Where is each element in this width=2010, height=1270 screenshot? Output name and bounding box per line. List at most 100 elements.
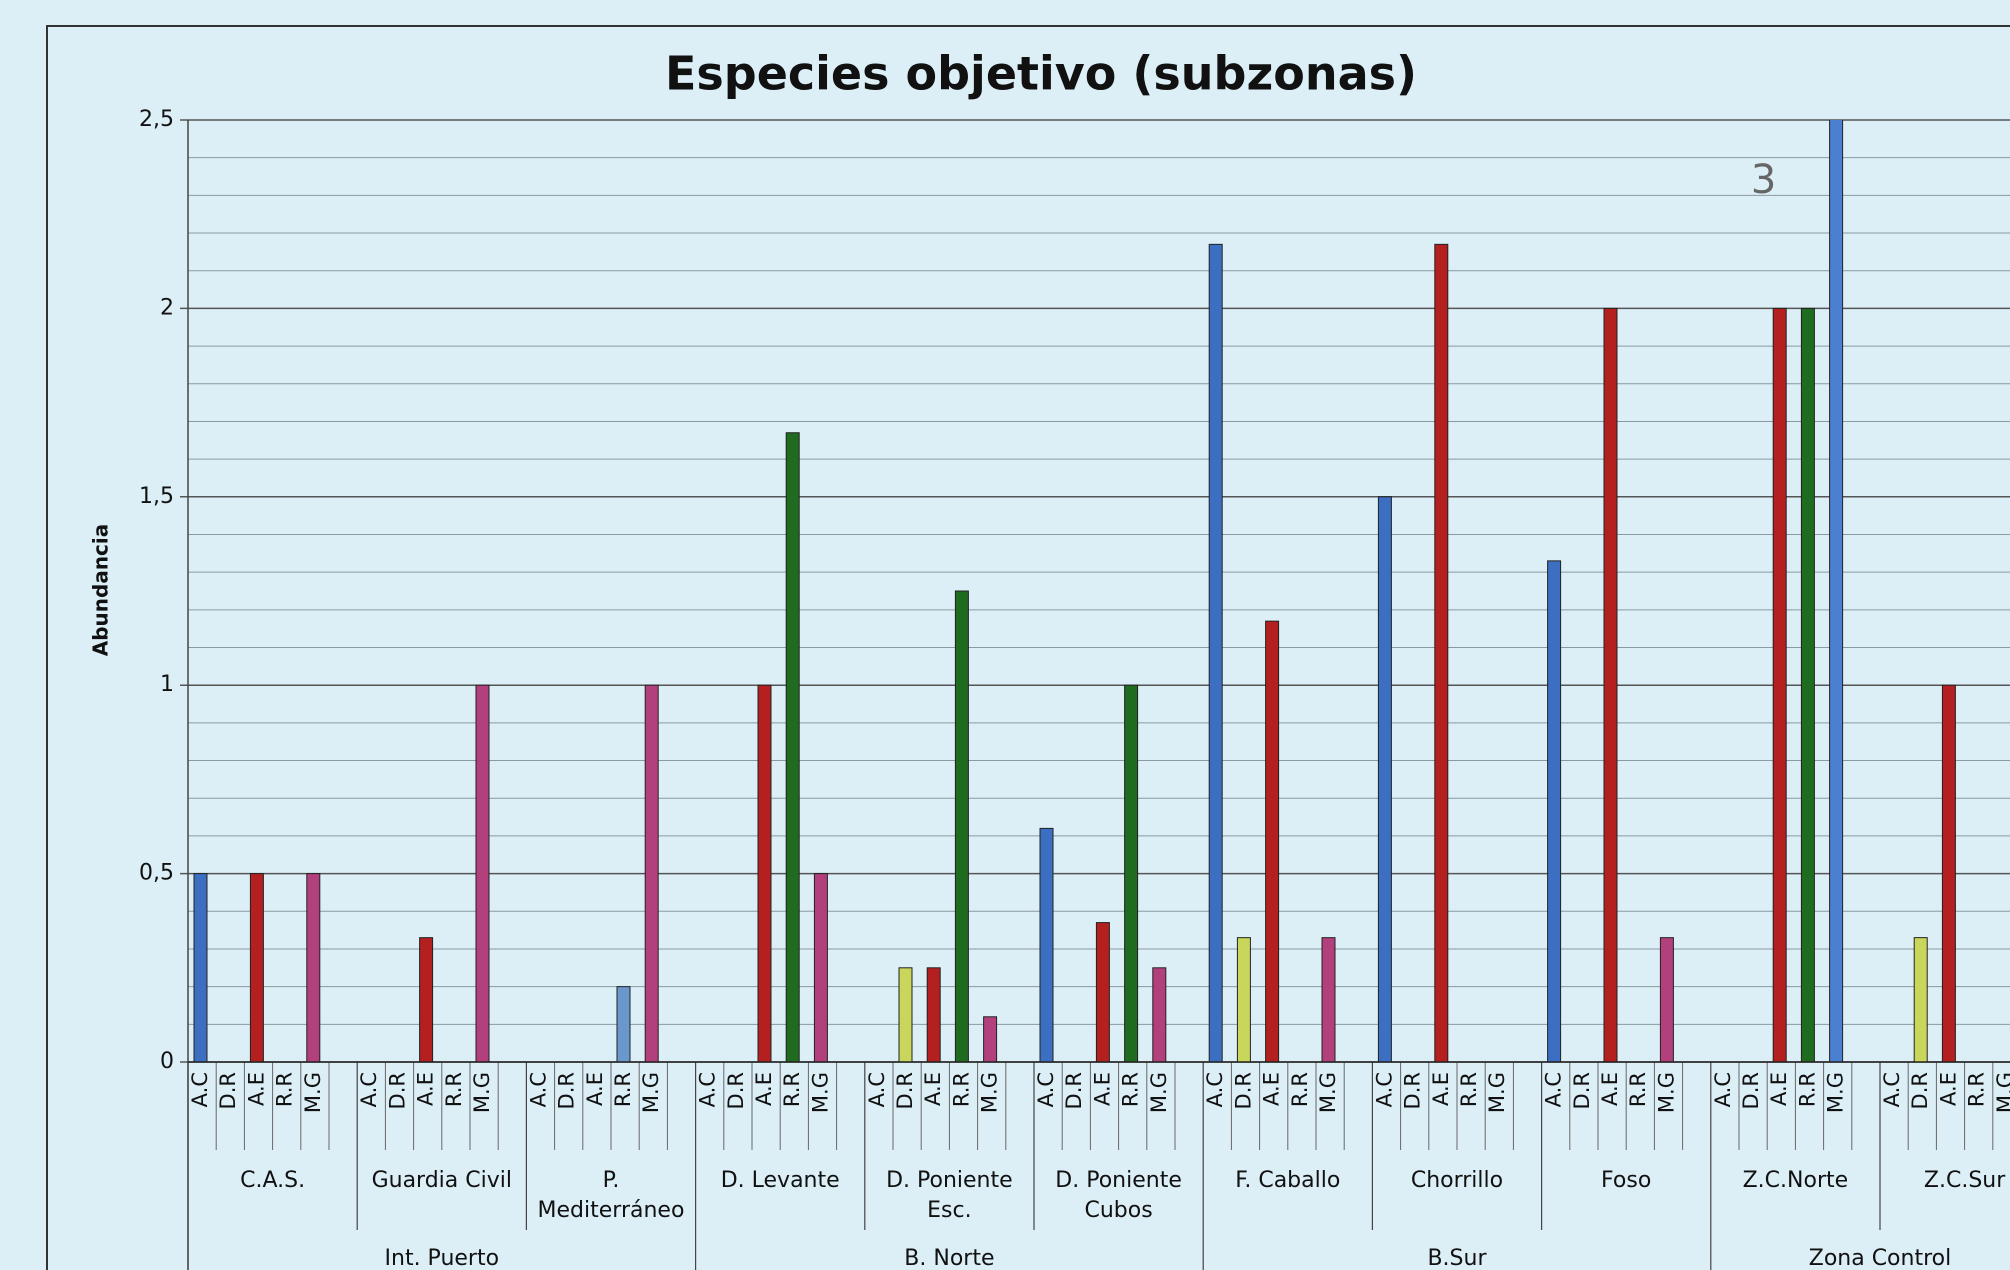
group-label: Zona Control bbox=[1808, 1246, 1952, 1270]
bar bbox=[419, 937, 434, 1062]
bar bbox=[785, 432, 800, 1062]
species-label: A.C bbox=[1880, 1072, 1904, 1107]
species-label: M.G bbox=[301, 1072, 325, 1113]
species-label: R.R bbox=[780, 1072, 804, 1107]
species-label: R.R bbox=[1965, 1072, 1989, 1107]
bar bbox=[1208, 243, 1223, 1062]
bar bbox=[983, 1016, 998, 1062]
y-tick-label: 1 bbox=[160, 672, 174, 697]
species-label: A.E bbox=[752, 1072, 776, 1106]
species-label: M.G bbox=[808, 1072, 832, 1113]
y-tick-label: 1,5 bbox=[139, 484, 174, 509]
species-label: A.E bbox=[1767, 1072, 1791, 1106]
species-label: A.C bbox=[1542, 1072, 1566, 1107]
bar bbox=[475, 684, 490, 1062]
species-label: R.R bbox=[1457, 1072, 1481, 1107]
species-label: M.G bbox=[470, 1072, 494, 1113]
species-label: A.E bbox=[1429, 1072, 1453, 1106]
bar bbox=[1434, 243, 1449, 1062]
species-label: A.C bbox=[526, 1072, 550, 1107]
category-label: D. Levante bbox=[720, 1168, 840, 1193]
species-label: M.G bbox=[1824, 1072, 1848, 1113]
group-label: Int. Puerto bbox=[384, 1246, 500, 1270]
species-label: A.C bbox=[1372, 1072, 1396, 1107]
species-label: D.R bbox=[1908, 1072, 1932, 1109]
species-label: M.G bbox=[639, 1072, 663, 1113]
bar bbox=[1603, 307, 1618, 1062]
y-axis-label: Abundancia bbox=[89, 524, 113, 657]
plot-area bbox=[193, 120, 1956, 1062]
y-tick-label: 0 bbox=[160, 1049, 174, 1074]
species-label: A.E bbox=[414, 1072, 438, 1106]
species-label: R.R bbox=[273, 1072, 297, 1107]
species-label: R.R bbox=[1288, 1072, 1312, 1107]
bar bbox=[1941, 684, 1956, 1062]
species-label: D.R bbox=[1739, 1072, 1763, 1109]
bar bbox=[813, 873, 828, 1062]
species-label: A.E bbox=[1936, 1072, 1960, 1106]
bar bbox=[1265, 620, 1280, 1062]
species-label: D.R bbox=[893, 1072, 917, 1109]
category-label: F. Caballo bbox=[1235, 1168, 1341, 1193]
bar bbox=[193, 873, 208, 1062]
species-label: D.R bbox=[1401, 1072, 1425, 1109]
bar bbox=[249, 873, 264, 1062]
category-label: Z.C.Norte bbox=[1742, 1168, 1849, 1193]
bar bbox=[1152, 967, 1167, 1062]
species-label: R.R bbox=[949, 1072, 973, 1107]
species-label: A.E bbox=[1260, 1072, 1284, 1106]
species-label: A.C bbox=[1203, 1072, 1227, 1107]
species-label: M.G bbox=[1147, 1072, 1171, 1113]
group-label: B. Norte bbox=[904, 1246, 995, 1270]
species-label: A.E bbox=[1598, 1072, 1622, 1106]
species-label: A.C bbox=[1711, 1072, 1735, 1107]
species-label: M.G bbox=[978, 1072, 1002, 1113]
value-label: 3 bbox=[1751, 157, 1776, 203]
category-label: Z.C.Sur bbox=[1923, 1168, 2006, 1193]
bar bbox=[644, 684, 659, 1062]
category-label: D. Poniente Esc. bbox=[886, 1168, 1013, 1223]
bar bbox=[757, 684, 772, 1062]
species-label: A.E bbox=[244, 1072, 268, 1106]
species-label: D.R bbox=[1570, 1072, 1594, 1109]
chart-title: Especies objetivo (subzonas) bbox=[665, 47, 1417, 101]
species-label: M.G bbox=[1993, 1072, 2010, 1113]
species-label: D.R bbox=[1062, 1072, 1086, 1109]
y-tick-label: 0,5 bbox=[139, 861, 174, 886]
category-label: Foso bbox=[1601, 1168, 1652, 1193]
bar bbox=[1039, 827, 1054, 1062]
species-label: A.C bbox=[865, 1072, 889, 1107]
bar bbox=[1377, 496, 1392, 1062]
bar bbox=[1913, 937, 1928, 1062]
category-label: Chorrillo bbox=[1410, 1168, 1504, 1193]
group-label: B.Sur bbox=[1427, 1246, 1487, 1270]
species-label: A.C bbox=[188, 1072, 212, 1107]
bar bbox=[926, 967, 941, 1062]
species-label: R.R bbox=[1119, 1072, 1143, 1107]
bar bbox=[1547, 560, 1562, 1062]
bar bbox=[1659, 937, 1674, 1062]
bar bbox=[1124, 684, 1139, 1062]
bar bbox=[616, 986, 631, 1062]
species-label: D.R bbox=[216, 1072, 240, 1109]
bar bbox=[1236, 937, 1251, 1062]
species-label: M.G bbox=[1316, 1072, 1340, 1113]
species-label: A.E bbox=[583, 1072, 607, 1106]
bar bbox=[954, 590, 969, 1062]
species-label: D.R bbox=[385, 1072, 409, 1109]
y-tick-label: 2 bbox=[160, 295, 174, 320]
category-label: C.A.S. bbox=[240, 1168, 306, 1193]
category-label: D. Poniente Cubos bbox=[1055, 1168, 1182, 1223]
species-label: M.G bbox=[1654, 1072, 1678, 1113]
species-label: A.E bbox=[921, 1072, 945, 1106]
bar bbox=[1321, 937, 1336, 1062]
species-label: A.C bbox=[1034, 1072, 1058, 1107]
species-label: D.R bbox=[555, 1072, 579, 1109]
species-label: M.G bbox=[1485, 1072, 1509, 1113]
species-label: R.R bbox=[1795, 1072, 1819, 1107]
species-label: R.R bbox=[611, 1072, 635, 1107]
y-tick-label: 2,5 bbox=[139, 107, 174, 132]
species-label: D.R bbox=[1231, 1072, 1255, 1109]
category-label: P. Mediterráneo bbox=[537, 1168, 685, 1223]
